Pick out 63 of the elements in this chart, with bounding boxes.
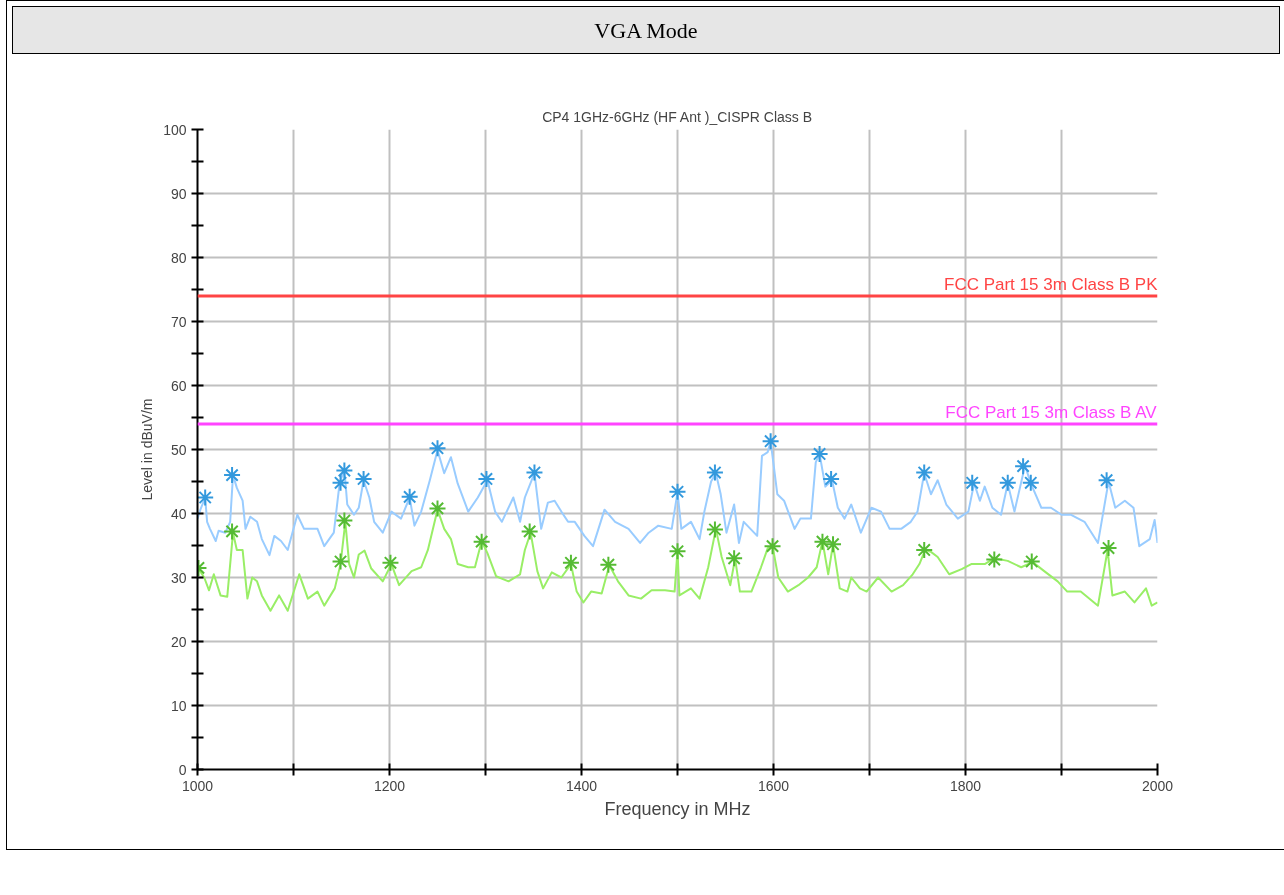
point — [525, 463, 544, 482]
point — [822, 469, 841, 488]
point — [763, 537, 782, 556]
point — [705, 520, 724, 539]
y-tick-label: 100 — [163, 121, 187, 138]
point — [1099, 539, 1118, 558]
point — [477, 469, 496, 488]
y-tick-label: 30 — [170, 569, 187, 586]
point — [223, 522, 242, 541]
chart-title: VGA Mode — [594, 17, 698, 45]
point — [668, 542, 687, 561]
point — [915, 540, 934, 559]
point — [381, 553, 400, 572]
y-tick-label: 60 — [170, 377, 187, 394]
point — [915, 463, 934, 482]
y-tick-label: 70 — [170, 313, 187, 330]
y-tick-label: 20 — [170, 633, 187, 650]
x-tick-label: 1000 — [181, 777, 214, 794]
point — [725, 549, 744, 568]
ref-line-label: FCC Part 15 3m Class B AV — [945, 402, 1158, 422]
y-axis-title: Level in dBuV/m — [139, 398, 156, 501]
point — [561, 553, 580, 572]
point — [963, 473, 982, 492]
point — [223, 466, 242, 485]
point — [813, 532, 832, 551]
point — [1021, 473, 1040, 492]
point — [428, 499, 447, 518]
point — [472, 532, 491, 551]
line-series — [197, 508, 1158, 612]
x-tick-label: 1200 — [373, 777, 406, 794]
point — [520, 522, 539, 541]
point — [810, 444, 829, 463]
ref-line-label: FCC Part 15 3m Class B PK — [944, 274, 1159, 294]
point — [331, 552, 350, 571]
y-tick-label: 80 — [170, 249, 187, 266]
point — [331, 473, 350, 492]
x-tick-label: 2000 — [1141, 777, 1174, 794]
x-axis-title: Frequency in MHz — [604, 798, 751, 819]
point — [354, 469, 373, 488]
y-tick-label: 50 — [170, 441, 187, 458]
x-tick-label: 1600 — [757, 777, 790, 794]
point — [761, 432, 780, 451]
point — [400, 487, 419, 506]
point — [998, 473, 1017, 492]
point — [705, 463, 724, 482]
point — [1097, 471, 1116, 490]
point — [1014, 457, 1033, 476]
y-tick-label: 10 — [170, 697, 187, 714]
point — [599, 555, 618, 574]
point — [197, 488, 215, 507]
y-tick-label: 90 — [170, 185, 187, 202]
point — [1022, 552, 1041, 571]
chart-subtitle: CP4 1GHz-6GHz (HF Ant )_CISPR Class B — [542, 108, 813, 125]
point — [428, 439, 447, 458]
point — [335, 461, 354, 480]
point — [985, 550, 1004, 569]
point — [824, 535, 843, 554]
y-tick-label: 0 — [178, 761, 187, 778]
x-tick-label: 1800 — [949, 777, 982, 794]
x-tick-label: 1400 — [565, 777, 598, 794]
point — [668, 482, 687, 501]
point — [335, 511, 354, 530]
y-tick-label: 40 — [170, 505, 187, 522]
